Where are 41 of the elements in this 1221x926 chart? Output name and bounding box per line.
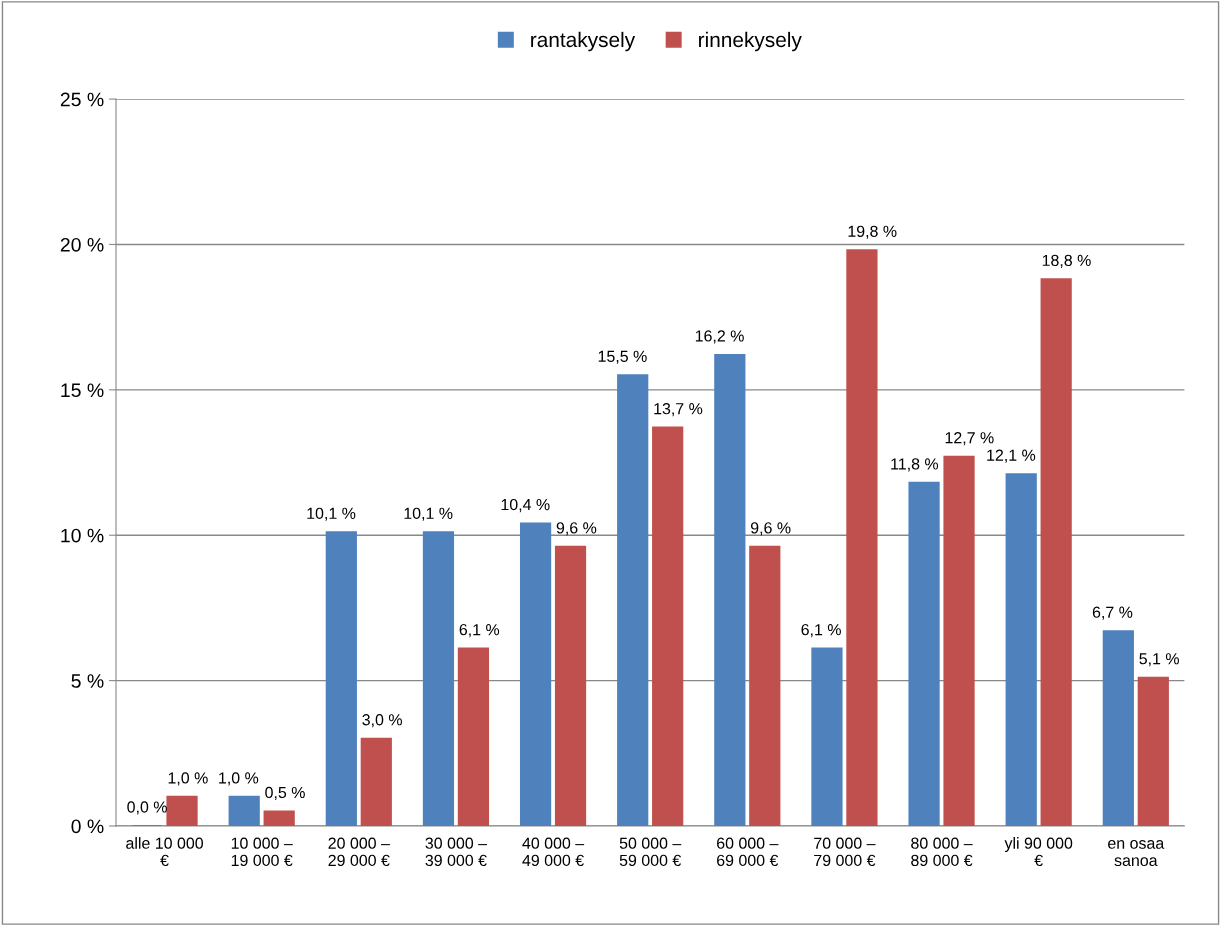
x-tick-label: 50 000 – 59 000 € — [619, 837, 682, 867]
y-tick-label: 5 % — [71, 674, 104, 688]
data-label: 6,1 % — [459, 623, 500, 638]
data-label: 6,7 % — [1092, 606, 1133, 620]
data-label: 1,0 % — [168, 772, 208, 786]
data-label: 0,0 % — [127, 801, 167, 815]
data-label: 6,1 % — [801, 623, 841, 638]
x-tick-label: 60 000 – 69 000 € — [717, 837, 779, 867]
y-tick-label: 20 % — [60, 237, 104, 252]
data-label: 12,1 % — [987, 449, 1036, 463]
data-label: 5,1 % — [1139, 653, 1179, 667]
data-label: 15,5 % — [598, 350, 647, 364]
y-tick-label: 15 % — [61, 383, 104, 398]
y-tick-label: 25 % — [60, 92, 104, 107]
y-tick-label: 10 % — [61, 528, 104, 543]
x-tick-label: 30 000 – 39 000 € — [425, 837, 488, 867]
data-label: 9,6 % — [750, 522, 791, 536]
data-label: 11,8 % — [891, 458, 939, 472]
data-label: 3,0 % — [362, 714, 402, 728]
y-tick-label: 0 % — [71, 819, 104, 834]
data-label: 18,8 % — [1042, 254, 1091, 268]
x-tick-label: 80 000 – 89 000 € — [911, 837, 973, 867]
x-tick-label: 20 000 – 29 000 € — [328, 837, 390, 867]
x-tick-label: alle 10 000 € — [126, 837, 204, 867]
data-label: 12,7 % — [945, 432, 994, 446]
x-tick-label: yli 90 000 € — [1004, 837, 1073, 867]
data-label: 10,4 % — [501, 498, 550, 513]
data-label: 10,1 % — [307, 507, 356, 521]
x-tick-label: 10 000 – 19 000 € — [231, 837, 293, 867]
data-label: 1,0 % — [219, 772, 259, 786]
data-label: 16,2 % — [695, 330, 744, 344]
x-tick-label: 70 000 – 79 000 € — [814, 837, 876, 867]
legend-label: rantakysely — [531, 31, 636, 52]
data-label: 9,6 % — [556, 522, 597, 536]
data-label: 19,8 % — [848, 225, 897, 239]
data-label: 13,7 % — [654, 403, 703, 417]
x-tick-label: 40 000 – 49 000 € — [522, 837, 585, 867]
x-tick-label: en osaa sanoa — [1108, 840, 1165, 867]
data-label: 0,5 % — [265, 786, 305, 801]
legend-label: rinnekysely — [699, 31, 802, 52]
data-label: 10,1 % — [404, 507, 453, 521]
